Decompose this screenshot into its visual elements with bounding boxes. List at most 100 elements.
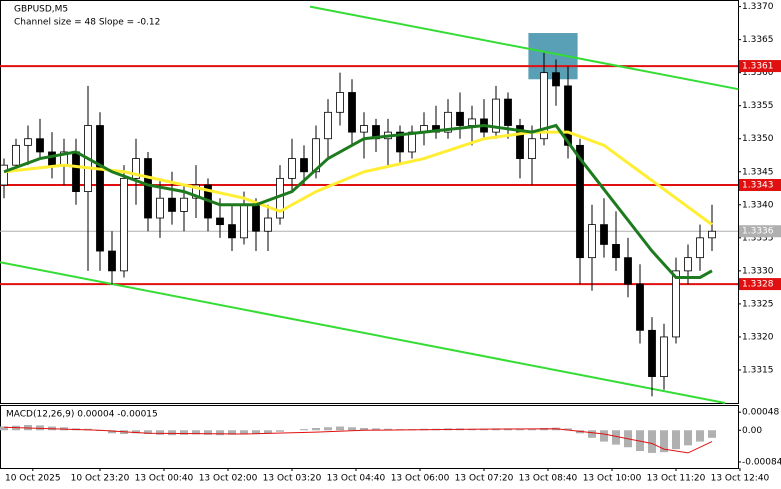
macd-title: MACD(12,26,9) 0.00004 -0.00015 — [6, 410, 158, 420]
candle-body — [504, 98, 512, 126]
macd-bar — [300, 429, 308, 431]
macd-bar — [192, 430, 200, 435]
candle-body — [324, 111, 332, 140]
candle-body — [288, 158, 296, 179]
candle-body — [216, 217, 224, 226]
macd-signal — [3, 426, 713, 454]
candle-body — [636, 283, 644, 331]
candle-body — [624, 257, 632, 285]
candle-body — [72, 151, 80, 192]
level-label: 1.3328 — [742, 280, 774, 290]
candle-body — [156, 197, 164, 219]
macd-bar — [672, 430, 680, 450]
candle-body — [612, 244, 620, 259]
macd-bar — [132, 430, 140, 434]
y-tick-label: 1.3320 — [742, 332, 774, 342]
candle-body — [600, 224, 608, 245]
y-tick-label: 1.3330 — [742, 266, 774, 276]
y-tick-label: 1.3365 — [742, 35, 774, 45]
macd-bar — [360, 428, 368, 431]
candle-body — [168, 197, 176, 212]
y-tick-label: 1.3360 — [742, 68, 774, 78]
channel-line — [0, 261, 726, 404]
level-label: 1.3336 — [742, 227, 774, 237]
macd-bar — [144, 430, 152, 435]
candle-body — [588, 224, 596, 259]
macd-bar — [156, 430, 164, 435]
candle-body — [552, 72, 560, 87]
macd-y-tick-label: 0.00048 — [742, 408, 779, 418]
y-tick-label: 1.3350 — [742, 134, 774, 144]
x-tick-label: 13 Oct 07:20 — [455, 474, 514, 484]
candle-body — [564, 85, 572, 146]
macd-bar — [228, 430, 236, 435]
x-tick-label: 13 Oct 11:20 — [647, 474, 706, 484]
macd-bar — [588, 430, 596, 438]
macd-bar — [516, 429, 524, 431]
y-tick-label: 1.3325 — [742, 299, 774, 309]
x-tick-label: 13 Oct 12:40 — [711, 474, 770, 484]
candle-body — [228, 224, 236, 239]
candle-body — [132, 158, 140, 179]
macd-bar — [216, 430, 224, 436]
macd-bar — [696, 430, 704, 442]
candle-body — [240, 204, 248, 239]
macd-bar — [264, 430, 272, 434]
macd-bar — [36, 425, 44, 431]
chart-subtitle: Channel size = 48 Slope = -0.12 — [14, 18, 160, 28]
y-tick-label: 1.3340 — [742, 200, 774, 210]
macd-y-tick-label: 0.00 — [742, 426, 762, 436]
x-tick-label: 13 Oct 10:00 — [583, 474, 642, 484]
candle-body — [444, 111, 452, 133]
y-tick-label: 1.3370 — [742, 2, 774, 12]
macd-bar — [648, 430, 656, 453]
macd-bar — [708, 430, 716, 438]
macd-bar — [312, 428, 320, 431]
candle-body — [468, 118, 476, 126]
candle-body — [456, 111, 464, 126]
x-tick-label: 13 Oct 02:00 — [199, 474, 258, 484]
candle-body — [348, 92, 356, 133]
candle-body — [300, 158, 308, 173]
macd-bar — [684, 430, 692, 446]
chart-title: GBPUSD,M5 — [14, 5, 68, 15]
macd-bar — [0, 426, 8, 431]
y-tick-label: 1.3335 — [742, 233, 774, 243]
macd-bar — [276, 430, 284, 432]
main-frame — [0, 0, 739, 404]
candle-body — [540, 72, 548, 140]
candle-body — [576, 144, 584, 259]
plot-area — [0, 5, 739, 404]
macd-bar — [240, 430, 248, 435]
candle-body — [336, 92, 344, 113]
candle-body — [252, 204, 260, 232]
candle-body — [108, 250, 116, 272]
candle-body — [672, 270, 680, 338]
level-tag — [739, 225, 781, 238]
macd-bar — [660, 430, 668, 453]
x-tick-label: 13 Oct 03:20 — [263, 474, 322, 484]
candle-body — [708, 230, 716, 239]
candle-body — [660, 336, 668, 377]
x-tick-label: 10 Oct 2025 — [5, 474, 61, 484]
candle-body — [96, 125, 104, 252]
candle-body — [192, 184, 200, 199]
macd-bar — [564, 428, 572, 431]
macd-bar — [372, 428, 380, 431]
macd-frame — [0, 405, 739, 469]
candle-body — [648, 329, 656, 377]
x-tick-label: 13 Oct 04:40 — [327, 474, 386, 484]
candle-body — [684, 257, 692, 272]
macd-bar — [108, 430, 116, 434]
macd-bar — [348, 427, 356, 431]
macd-bar — [180, 430, 188, 435]
macd-bar — [204, 430, 212, 435]
level-tag — [739, 178, 781, 191]
x-tick-label: 13 Oct 00:40 — [135, 474, 194, 484]
macd-bar — [324, 427, 332, 431]
moving-average — [3, 123, 713, 279]
candle-body — [36, 138, 44, 153]
candle-body — [312, 138, 320, 173]
macd-bar — [600, 430, 608, 442]
